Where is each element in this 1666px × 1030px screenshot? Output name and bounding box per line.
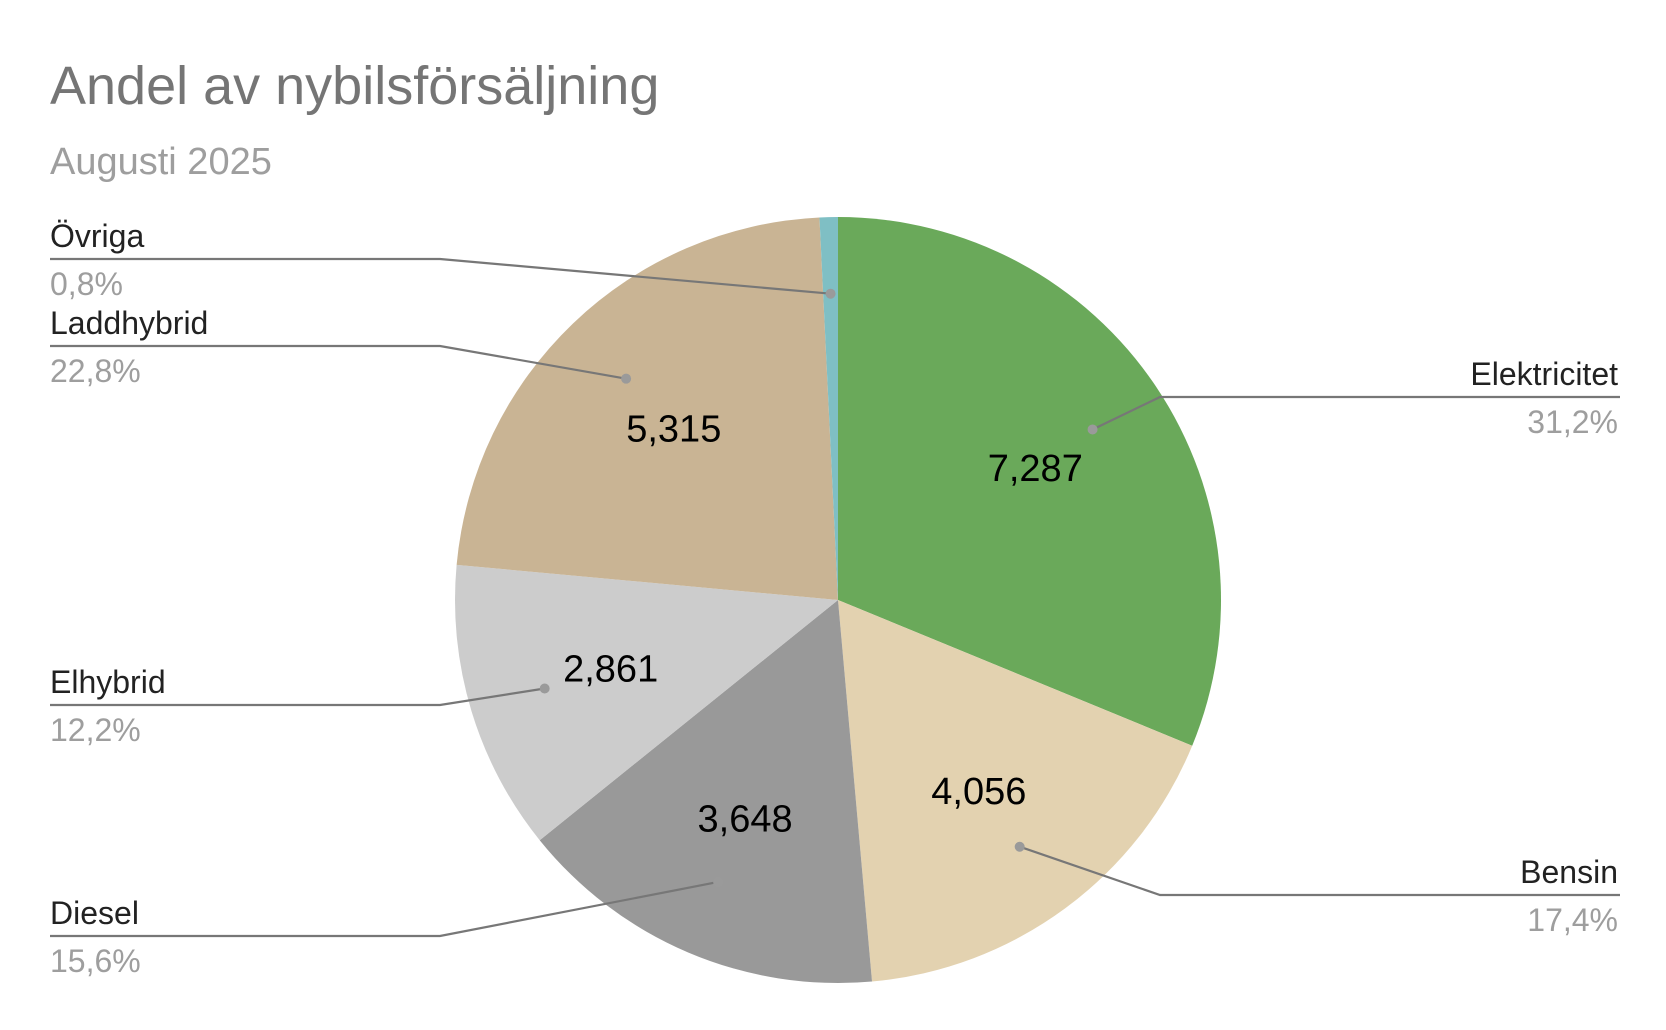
pie-slice-diesel bbox=[539, 600, 873, 984]
leader-lines bbox=[50, 257, 1620, 938]
leader-line-laddhybrid bbox=[50, 344, 627, 380]
slice-value-label-bensin: 4,056 bbox=[931, 771, 1026, 813]
pie-slices bbox=[455, 217, 1221, 984]
leader-line-bensin bbox=[1019, 845, 1620, 897]
leader-dot-laddhybrid bbox=[621, 373, 632, 384]
legend-percent-laddhybrid: 22,8% bbox=[50, 353, 141, 389]
pie-slice-ovriga bbox=[819, 217, 838, 600]
legend-percent-ovriga: 0,8% bbox=[50, 266, 123, 302]
legend-percent-diesel: 15,6% bbox=[50, 943, 141, 979]
legend-label-diesel: Diesel bbox=[50, 895, 139, 931]
slice-value-label-elhybrid: 2,861 bbox=[563, 649, 658, 691]
legend-percent-elektricitet: 31,2% bbox=[1527, 404, 1618, 440]
leader-dot-diesel bbox=[713, 876, 724, 887]
pie-slice-elektricitet bbox=[838, 217, 1221, 746]
leader-line-ovriga bbox=[50, 257, 831, 295]
leader-dot-elektricitet bbox=[1087, 424, 1098, 435]
leader-dot-ovriga bbox=[825, 288, 836, 299]
slice-value-label-elektricitet: 7,287 bbox=[988, 448, 1083, 490]
chart-subtitle: Augusti 2025 bbox=[50, 141, 272, 183]
legend-percent-elhybrid: 12,2% bbox=[50, 712, 141, 748]
leader-line-diesel bbox=[50, 880, 719, 938]
legend-label-bensin: Bensin bbox=[1520, 854, 1618, 890]
legend-label-elektricitet: Elektricitet bbox=[1470, 356, 1618, 392]
leader-dot-bensin bbox=[1014, 841, 1025, 852]
pie-slice-laddhybrid bbox=[456, 217, 838, 601]
legend-percent-bensin: 17,4% bbox=[1527, 902, 1618, 938]
chart-title: Andel av nybilsförsäljning bbox=[50, 56, 659, 116]
legend-label-elhybrid: Elhybrid bbox=[50, 664, 166, 700]
slice-value-label-laddhybrid: 5,315 bbox=[626, 408, 721, 450]
leader-dot-elhybrid bbox=[539, 683, 550, 694]
leader-line-elektricitet bbox=[1092, 395, 1620, 431]
pie-slice-bensin bbox=[838, 600, 1193, 982]
legend-label-ovriga: Övriga bbox=[50, 218, 144, 254]
slice-value-labels: 7,287 4,056 3,648 2,861 5,315 bbox=[563, 408, 1083, 840]
legend-labels: Elektricitet 31,2% Bensin 17,4% Diesel 15,6% E… bbox=[50, 218, 1618, 979]
slice-value-label-diesel: 3,648 bbox=[698, 799, 793, 841]
pie-slice-elhybrid bbox=[455, 564, 838, 841]
leader-line-elhybrid bbox=[50, 687, 545, 707]
legend-label-laddhybrid: Laddhybrid bbox=[50, 305, 208, 341]
